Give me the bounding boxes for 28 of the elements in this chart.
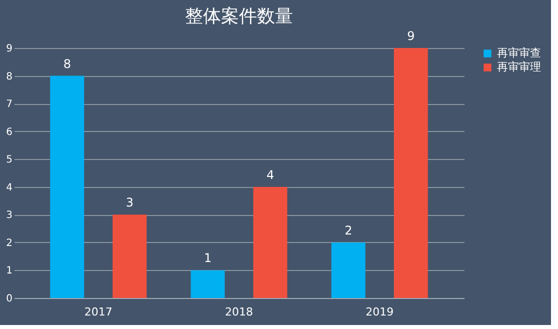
data-label: 3	[126, 196, 134, 210]
bar	[50, 76, 84, 298]
bar	[112, 214, 147, 298]
y-tick-label: 2	[6, 238, 12, 249]
y-tick-label: 8	[6, 71, 12, 82]
bar	[190, 270, 225, 298]
chart-title: 整体案件数量	[185, 6, 293, 27]
y-tick-label: 4	[6, 182, 12, 194]
legend-label: 再审审查	[497, 46, 541, 60]
y-tick-label: 6	[6, 126, 12, 138]
y-tick-label: 9	[6, 44, 12, 54]
data-label: 8	[63, 56, 71, 71]
y-tick-label: 7	[6, 99, 12, 110]
y-tick-label: 1	[6, 266, 12, 277]
y-tick-label: 5	[6, 154, 12, 166]
x-tick-label: 2018	[225, 306, 253, 318]
bar	[394, 48, 428, 298]
y-tick-label: 0	[6, 294, 12, 304]
data-label: 2	[344, 223, 352, 238]
x-tick-label: 2017	[84, 306, 112, 318]
data-label: 9	[407, 29, 415, 43]
bar	[253, 186, 288, 298]
data-label: 4	[266, 168, 274, 182]
legend-label: 再审审理	[497, 60, 541, 74]
x-tick-label: 2019	[366, 306, 394, 318]
data-label: 1	[204, 251, 212, 266]
y-tick-label: 3	[6, 210, 12, 222]
bar	[331, 242, 366, 298]
